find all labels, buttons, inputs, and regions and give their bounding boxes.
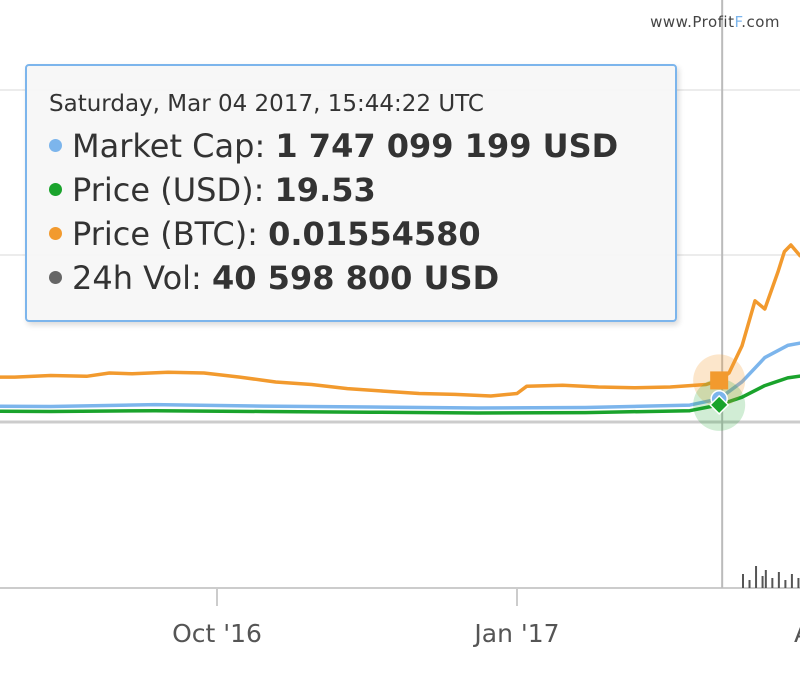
volume-bar (784, 580, 787, 588)
volume-bar (790, 574, 793, 588)
watermark-text-before: www.Profit (650, 13, 735, 31)
x-tick-label: Ap (794, 619, 800, 648)
btc-marker (710, 371, 729, 390)
volume-bar (797, 578, 800, 588)
hover-markers (693, 354, 746, 431)
price-btc-legend-dot (49, 226, 62, 240)
tooltip-series-value: 1 747 099 199 USD (275, 127, 619, 165)
volume-bar (761, 576, 764, 588)
watermark: www.ProfitF.com (650, 13, 780, 31)
series-line-price-btc (0, 243, 800, 398)
market-cap-legend-dot (49, 138, 62, 152)
series-line-price-usd (0, 374, 800, 415)
watermark-text-after: .com (741, 13, 780, 31)
x-tick-label: Jan '17 (472, 619, 559, 648)
volume-bar (755, 566, 758, 588)
tooltip-series-name: Market Cap (72, 127, 255, 165)
tooltip-date: Saturday, Mar 04 2017, 15:44:22 UTC (49, 91, 484, 117)
tooltip-row-price-btc: Price (BTC): 0.01554580 (49, 212, 675, 256)
price-usd-legend-dot (49, 182, 62, 196)
tooltip-series-name: Price (USD) (72, 171, 254, 209)
usd-marker (709, 394, 730, 415)
volume-bar (748, 580, 751, 588)
series-line-market-cap (0, 341, 800, 410)
chart-tooltip: Saturday, Mar 04 2017, 15:44:22 UTC Mark… (25, 64, 677, 322)
tooltip-series-name: Price (BTC) (72, 215, 248, 253)
x-tick-label: Oct '16 (172, 619, 262, 648)
tooltip-series-name: 24h Vol (72, 259, 192, 297)
tooltip-row-24h-vol: 24h Vol: 40 598 800 USD (49, 256, 675, 300)
volume-bar (742, 574, 744, 588)
volume-legend-dot (49, 270, 62, 284)
volume-bar (764, 570, 767, 588)
volume-bars (742, 566, 800, 588)
tooltip-series-value: 40 598 800 USD (212, 259, 500, 297)
tooltip-series-value: 0.01554580 (268, 215, 481, 253)
watermark-text-accent: F (734, 13, 742, 31)
tooltip-row-market-cap: Market Cap: 1 747 099 199 USD (49, 124, 675, 168)
series-lines (0, 243, 800, 415)
x-axis: Oct '16 Jan '17 Ap (172, 588, 800, 648)
volume-bar (771, 578, 774, 588)
tooltip-row-price-usd: Price (USD): 19.53 (49, 168, 675, 212)
tooltip-series-value: 19.53 (274, 171, 376, 209)
volume-bar (777, 572, 780, 588)
